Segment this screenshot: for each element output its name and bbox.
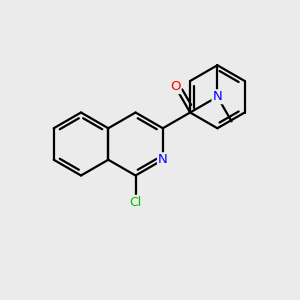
Text: Cl: Cl (129, 196, 142, 209)
Text: N: N (158, 153, 168, 166)
Text: O: O (170, 80, 180, 93)
Text: N: N (212, 90, 222, 103)
